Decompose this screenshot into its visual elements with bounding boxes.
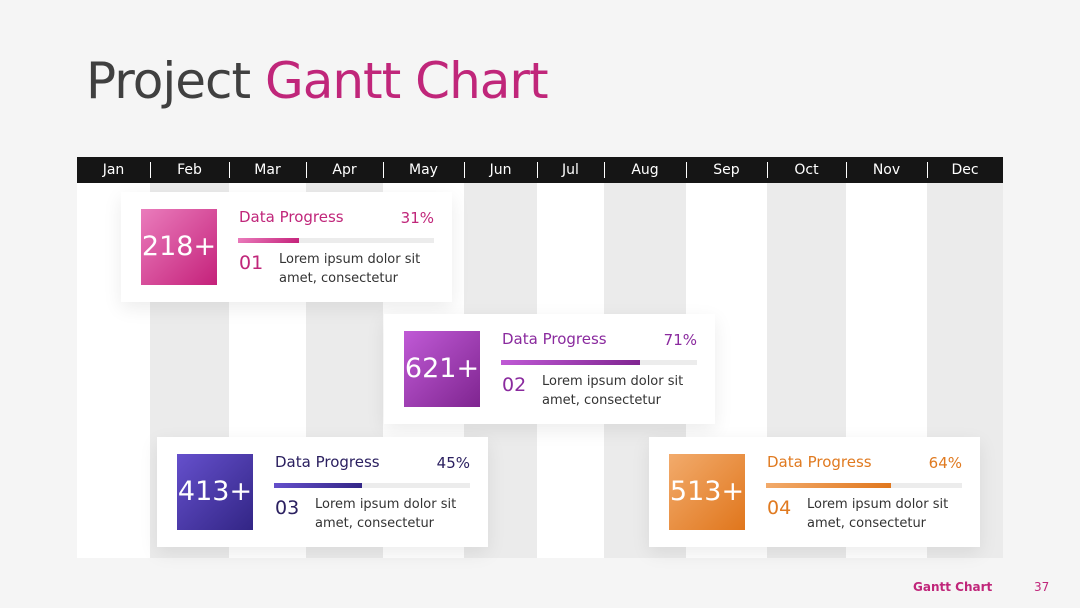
progress-fill: [238, 238, 299, 243]
number-badge: 218+: [141, 209, 217, 285]
card-label: Data Progress: [275, 453, 380, 471]
number-badge: 621+: [404, 331, 480, 407]
card-index: 02: [502, 374, 527, 396]
month-bar: [77, 157, 1003, 183]
title-part: Project: [86, 52, 251, 110]
month-separator: [604, 162, 605, 178]
month-separator: [306, 162, 307, 178]
month-label: Aug: [631, 162, 659, 178]
month-separator: [927, 162, 928, 178]
number-badge: 513+: [669, 454, 745, 530]
progress-track: [238, 238, 434, 243]
card-label: Data Progress: [767, 453, 872, 471]
month-label: Dec: [951, 162, 979, 178]
card-text: Lorem ipsum dolor sit amet, consectetur: [807, 497, 949, 531]
month-label: Jan: [102, 162, 125, 178]
month-separator: [464, 162, 465, 178]
month-separator: [846, 162, 847, 178]
progress-fill: [501, 360, 641, 365]
month-separator: [229, 162, 230, 178]
title: Project Gantt Chart: [86, 52, 549, 110]
percent-label: 45%: [436, 454, 470, 472]
card-text: Lorem ipsum dolor sit amet, consectetur: [542, 374, 684, 408]
card-index: 03: [275, 497, 300, 519]
month-separator: [537, 162, 538, 178]
month-separator: [150, 162, 151, 178]
month-separator: [686, 162, 687, 178]
footer-label: Gantt Chart: [913, 580, 993, 594]
progress-track: [274, 483, 470, 488]
month-label: Oct: [794, 162, 819, 178]
title-part: Gantt Chart: [264, 52, 549, 110]
card-index: 04: [767, 497, 792, 519]
progress-fill: [766, 483, 892, 488]
card: 513+ Data Progress 64% 04 Lorem ipsum dolor …: [649, 437, 980, 547]
progress-fill: [274, 483, 363, 488]
month-label: Sep: [713, 162, 740, 178]
number-badge: 413+: [177, 454, 253, 530]
card: 621+ Data Progress 71% 02 Lorem ipsum dolor …: [384, 314, 715, 424]
month-separator: [383, 162, 384, 178]
card: 413+ Data Progress 45% 03 Lorem ipsum dolor …: [157, 437, 488, 547]
card-index: 01: [239, 252, 264, 274]
percent-label: 31%: [400, 209, 434, 227]
card-label: Data Progress: [239, 208, 344, 226]
card-label: Data Progress: [502, 330, 607, 348]
month-label: May: [409, 162, 438, 178]
percent-label: 71%: [663, 331, 697, 349]
month-label: Jul: [562, 162, 579, 178]
card-text: Lorem ipsum dolor sit amet, consectetur: [315, 497, 457, 531]
month-separator: [767, 162, 768, 178]
month-label: Jun: [489, 162, 512, 178]
month-label: Apr: [332, 162, 357, 178]
month-label: Mar: [254, 162, 281, 178]
progress-track: [501, 360, 697, 365]
progress-track: [766, 483, 962, 488]
percent-label: 64%: [928, 454, 962, 472]
month-label: Feb: [177, 162, 202, 178]
card-text: Lorem ipsum dolor sit amet, consectetur: [279, 252, 421, 286]
month-label: Nov: [872, 162, 901, 178]
card: 218+ Data Progress 31% 01 Lorem ipsum dolor …: [121, 192, 452, 302]
page-number: 37: [1034, 580, 1050, 594]
